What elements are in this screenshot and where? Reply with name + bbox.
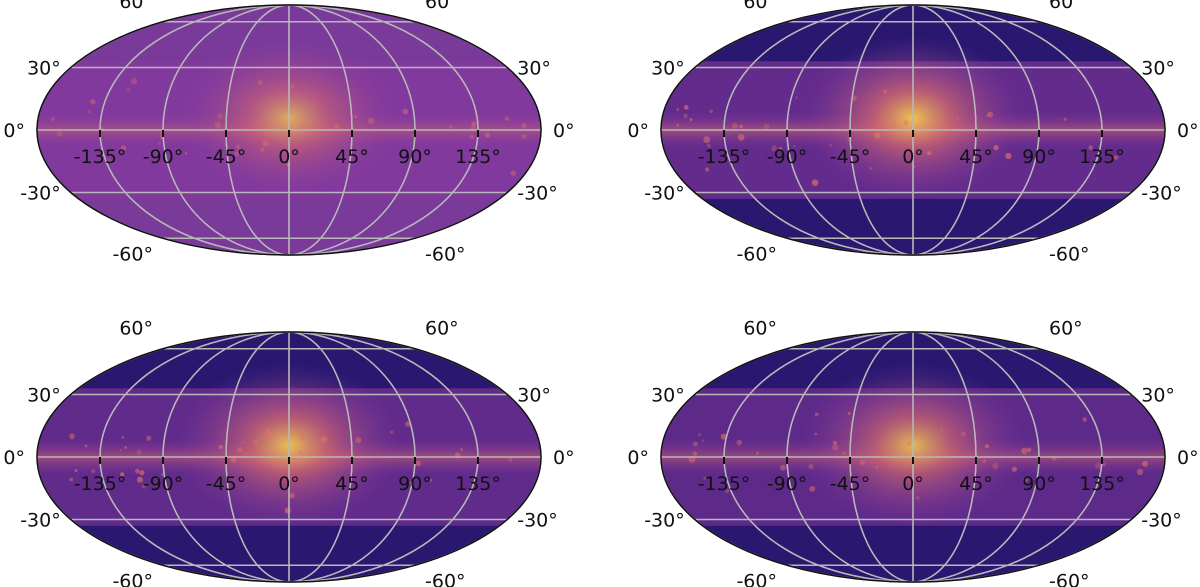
latitude-label-left: 0° — [627, 120, 649, 142]
latitude-label-right: -60° — [1049, 570, 1090, 587]
latitude-label-right: 30° — [517, 385, 551, 407]
latitude-label-left: 0° — [3, 447, 25, 469]
latitude-label-right: -30° — [517, 510, 558, 532]
longitude-label: -90° — [767, 146, 808, 168]
latitude-label-left: -60° — [736, 243, 777, 265]
latitude-label-left: -60° — [736, 570, 777, 587]
map-outline — [36, 4, 542, 256]
longitude-label: -135° — [698, 473, 751, 495]
longitude-label: -135° — [74, 473, 127, 495]
latitude-label-right: 30° — [1141, 385, 1175, 407]
latitude-label-left: 30° — [651, 58, 685, 80]
map-outline — [36, 331, 542, 583]
latitude-label-left: 60° — [119, 0, 153, 13]
latitude-label-left: -60° — [112, 570, 153, 587]
longitude-label: 45° — [959, 473, 993, 495]
latitude-label-right: 30° — [1141, 58, 1175, 80]
latitude-label-right: -30° — [517, 183, 558, 205]
longitude-label: 90° — [1022, 473, 1056, 495]
latitude-label-left: 30° — [651, 385, 685, 407]
longitude-label: 135° — [455, 146, 501, 168]
sky-map-panel-bottom-right: -135° -90° -45° 0° 45° 90° 135° 60° 60° 30° 30° 0° 0… — [627, 318, 1198, 587]
longitude-label: -45° — [830, 473, 871, 495]
longitude-label: 90° — [398, 146, 432, 168]
longitude-label: 0° — [278, 146, 300, 168]
latitude-label-right: 0° — [553, 447, 575, 469]
sky-map-panel-top-left: -135° -90° -45° 0° 45° 90° 135° 60° 60° 30° 30° 0° 0… — [3, 0, 574, 265]
latitude-label-left: -30° — [20, 183, 61, 205]
longitude-label: 0° — [278, 473, 300, 495]
latitude-label-right: -60° — [425, 570, 466, 587]
latitude-label-left: -30° — [20, 510, 61, 532]
longitude-label: -90° — [767, 473, 808, 495]
latitude-label-left: 60° — [743, 318, 777, 340]
latitude-label-right: 60° — [425, 0, 459, 13]
latitude-label-right: 60° — [1049, 318, 1083, 340]
longitude-label: 0° — [902, 473, 924, 495]
longitude-label: -45° — [830, 146, 871, 168]
latitude-label-right: -60° — [1049, 243, 1090, 265]
longitude-label: 90° — [398, 473, 432, 495]
latitude-label-right: -30° — [1141, 183, 1182, 205]
longitude-label: 135° — [455, 473, 501, 495]
longitude-label: 90° — [1022, 146, 1056, 168]
longitude-label: 45° — [335, 146, 369, 168]
longitude-label: -45° — [206, 473, 247, 495]
latitude-label-left: -60° — [112, 243, 153, 265]
latitude-label-right: 30° — [517, 58, 551, 80]
longitude-label: 135° — [1079, 473, 1125, 495]
latitude-label-left: -30° — [644, 183, 685, 205]
sky-map-panel-bottom-left: -135° -90° -45° 0° 45° 90° 135° 60° 60° 30° 30° 0° 0… — [3, 318, 574, 587]
latitude-label-left: 60° — [119, 318, 153, 340]
latitude-label-left: 0° — [3, 120, 25, 142]
map-outline — [660, 331, 1166, 583]
sky-map-panel-top-right: -135° -90° -45° 0° 45° 90° 135° 60° 60° 30° 30° 0° 0… — [627, 0, 1198, 265]
latitude-label-left: -30° — [644, 510, 685, 532]
latitude-label-left: 0° — [627, 447, 649, 469]
longitude-label: -90° — [143, 146, 184, 168]
latitude-label-left: 30° — [27, 58, 61, 80]
latitude-label-right: 0° — [553, 120, 575, 142]
latitude-label-left: 30° — [27, 385, 61, 407]
longitude-label: -45° — [206, 146, 247, 168]
latitude-label-right: 60° — [1049, 0, 1083, 13]
latitude-label-right: -60° — [425, 243, 466, 265]
latitude-label-right: 60° — [425, 318, 459, 340]
longitude-label: 45° — [959, 146, 993, 168]
longitude-label: -90° — [143, 473, 184, 495]
longitude-label: 0° — [902, 146, 924, 168]
latitude-label-right: 0° — [1177, 447, 1199, 469]
longitude-label: 135° — [1079, 146, 1125, 168]
latitude-label-left: 60° — [743, 0, 777, 13]
longitude-label: 45° — [335, 473, 369, 495]
longitude-label: -135° — [698, 146, 751, 168]
map-outline — [660, 4, 1166, 256]
longitude-label: -135° — [74, 146, 127, 168]
latitude-label-right: -30° — [1141, 510, 1182, 532]
latitude-label-right: 0° — [1177, 120, 1199, 142]
